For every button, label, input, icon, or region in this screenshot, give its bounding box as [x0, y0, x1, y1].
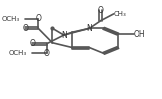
Text: O: O	[98, 6, 104, 15]
Text: O: O	[44, 49, 50, 58]
Text: O: O	[23, 24, 28, 33]
Text: CH₃: CH₃	[114, 11, 126, 17]
Text: O: O	[35, 14, 41, 23]
Text: OCH₃: OCH₃	[2, 16, 20, 22]
Text: OH: OH	[133, 30, 145, 39]
Text: O: O	[29, 39, 35, 48]
Text: N: N	[87, 24, 92, 33]
Text: OCH₃: OCH₃	[9, 50, 27, 56]
Text: N: N	[61, 31, 67, 40]
